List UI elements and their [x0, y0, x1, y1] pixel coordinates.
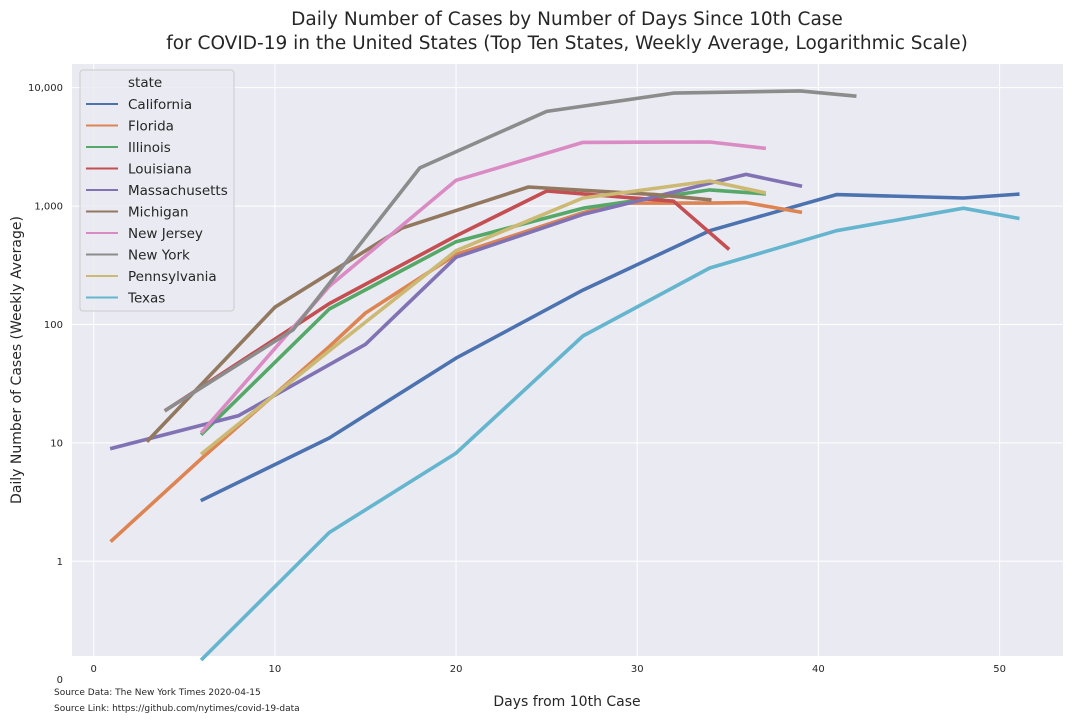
x-axis-label: Days from 10th Case: [493, 694, 640, 710]
x-tick-label: 0: [91, 664, 97, 675]
chart-title: Daily Number of Cases by Number of Days …: [291, 9, 843, 30]
legend-label-michigan: Michigan: [128, 205, 189, 221]
legend: state California Florida Illinois Louisiana…: [79, 69, 235, 312]
legend-label-illinois: Illinois: [128, 140, 171, 156]
y-tick-label: 100: [44, 320, 63, 331]
series-line-michigan: [145, 185, 712, 443]
legend-label-new-jersey: New Jersey: [128, 226, 203, 242]
legend-title: state: [128, 75, 162, 91]
legend-items: California Florida Illinois Louisiana Massac…: [86, 97, 228, 307]
y-axis-label: Daily Number of Cases (Weekly Average): [9, 216, 25, 504]
legend-box: [79, 69, 235, 312]
y-tick-label: 0: [57, 675, 63, 686]
x-tick-label: 40: [812, 664, 825, 675]
y-tick-label: 10: [50, 438, 63, 449]
legend-label-louisiana: Louisiana: [128, 162, 192, 178]
legend-label-new-york: New York: [128, 248, 190, 264]
x-tick-label: 50: [993, 664, 1006, 675]
source-data-note: Source Data: The New York Times 2020-04-…: [54, 688, 261, 698]
legend-label-florida: Florida: [128, 119, 174, 135]
series-lines: [109, 89, 1020, 662]
legend-label-california: California: [128, 97, 192, 113]
x-tick-label: 20: [450, 664, 463, 675]
legend-label-texas: Texas: [127, 291, 165, 307]
series-line-texas: [199, 206, 1020, 662]
legend-label-massachusetts: Massachusetts: [128, 183, 228, 199]
y-tick-label: 1,000: [34, 202, 63, 213]
legend-label-pennsylvania: Pennsylvania: [128, 269, 217, 285]
plot-area: [72, 64, 1063, 656]
x-tick-labels: 0 10 20 30 40 50: [91, 664, 1006, 675]
x-tick-label: 30: [631, 664, 644, 675]
series-line-new-york: [163, 89, 857, 413]
series-line-massachusetts: [109, 172, 803, 451]
series-line-pennsylvania: [199, 179, 767, 456]
x-tick-label: 10: [269, 664, 282, 675]
y-tick-label: 10,000: [28, 83, 63, 94]
y-tick-labels: 0 1 10 100 1,000 10,000: [28, 83, 63, 686]
series-line-california: [199, 192, 1020, 503]
source-link-note: Source Link: https://github.com/nytimes/…: [54, 704, 300, 714]
chart-subtitle: for COVID-19 in the United States (Top T…: [166, 33, 968, 54]
y-tick-label: 1: [57, 557, 63, 568]
